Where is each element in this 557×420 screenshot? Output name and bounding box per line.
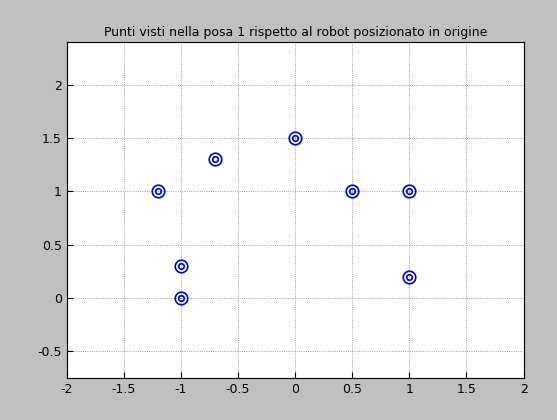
Title: Punti visti nella posa 1 rispetto al robot posizionato in origine: Punti visti nella posa 1 rispetto al rob…: [104, 26, 487, 39]
